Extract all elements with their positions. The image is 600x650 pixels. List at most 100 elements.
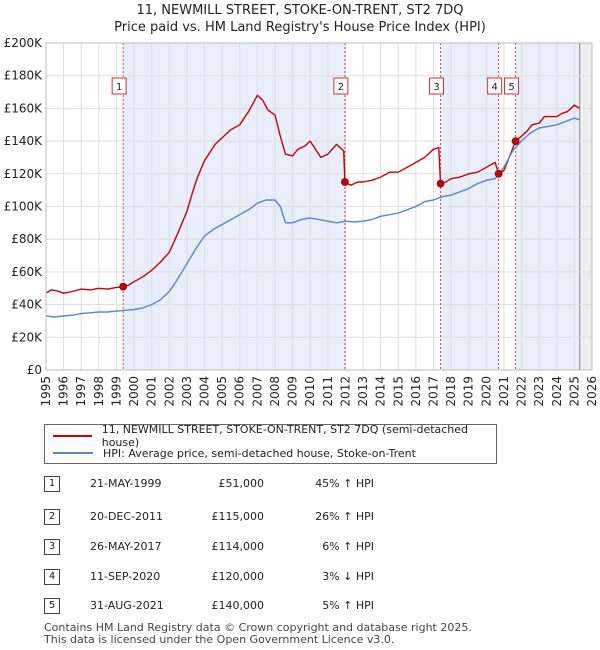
x-tick-label: 1999 (109, 376, 123, 407)
x-tick-label: 2019 (462, 376, 476, 407)
x-tick-label: 2025 (567, 376, 581, 407)
x-tick-label: 2003 (180, 376, 194, 407)
sale-label-frame (429, 77, 445, 95)
table-row: 4 11-SEP-2020 £120,000 3% ↓ HPI (44, 569, 584, 589)
x-tick-label: 2000 (127, 376, 141, 407)
legend-label-hpi: HPI: Average price, semi-detached house,… (103, 446, 416, 460)
property-price-line (45, 94, 581, 294)
sale-price: £115,000 (211, 510, 265, 523)
sale-price: £120,000 (211, 570, 265, 583)
sale-date: 20-DEC-2011 (90, 510, 164, 523)
sale-label-box-1: 1 (111, 77, 127, 95)
y-tick-label: £60K (11, 265, 43, 279)
legend-swatch-property (53, 435, 92, 437)
sale-markers-lines (122, 43, 517, 370)
sale-hpi-diff: 6% ↑ HPI (322, 540, 374, 553)
x-tick-label: 2014 (374, 376, 388, 407)
x-tick-label: 2026 (585, 376, 599, 407)
legend-label-property: 11, NEWMILL STREET, STOKE-ON-TRENT, ST2 … (101, 423, 469, 449)
y-tick-label: £120K (4, 167, 44, 181)
sale-number: 2 (44, 509, 60, 525)
table-row: 2 20-DEC-2011 £115,000 26% ↑ HPI (44, 509, 584, 529)
sale-label-text: 5 (508, 82, 514, 93)
x-tick-label: 2007 (250, 376, 264, 407)
sale-date: 31-AUG-2021 (90, 599, 164, 612)
x-tick-label: 2017 (426, 376, 440, 407)
x-tick-label: 2001 (145, 376, 159, 407)
x-tick-label: 1997 (74, 376, 88, 407)
sale-date: 21-MAY-1999 (90, 477, 162, 490)
sale-date: 11-SEP-2020 (90, 570, 161, 583)
series (45, 94, 581, 318)
x-tick-label: 2002 (162, 376, 176, 407)
legend: 11, NEWMILL STREET, STOKE-ON-TRENT, ST2 … (44, 423, 497, 464)
hpi-line (45, 117, 580, 318)
sale-label-frame (504, 77, 520, 95)
sale-point-1 (119, 282, 128, 291)
x-tick-label: 2023 (532, 376, 546, 407)
sale-point-3 (436, 179, 445, 188)
sale-date: 26-MAY-2017 (90, 540, 162, 553)
sale-label-box-4: 4 (487, 77, 503, 95)
sale-label-text: 1 (116, 82, 122, 93)
sale-number: 3 (44, 539, 60, 555)
chart-subtitle: Price paid vs. HM Land Registry's House … (114, 20, 486, 35)
sale-number: 5 (44, 598, 60, 614)
table-row: 3 26-MAY-2017 £114,000 6% ↑ HPI (44, 539, 584, 559)
sale-point-2 (340, 178, 349, 186)
sale-label-frame (333, 77, 349, 95)
y-tick-label: £200K (4, 36, 44, 50)
y-tick-label: £40K (11, 298, 43, 312)
x-tick-label: 2024 (550, 376, 564, 407)
x-tick-label: 2010 (303, 376, 317, 407)
x-tick-label: 2005 (215, 376, 229, 407)
axes: £0 £20K £40K £60K £80K £100K £120K £140K £160K £1… (4, 36, 599, 407)
sale-point-4 (494, 169, 503, 178)
sale-hpi-diff: 5% ↑ HPI (322, 599, 374, 612)
footer-license: This data is licensed under the Open Gov… (44, 633, 395, 646)
x-tick-label: 2012 (338, 376, 352, 407)
sale-label-text: 3 (433, 82, 439, 93)
y-tick-label: £140K (4, 134, 44, 148)
sale-label-text: 2 (338, 82, 344, 93)
x-tick-label: 1995 (39, 376, 53, 407)
x-tick-label: 2021 (497, 376, 511, 407)
sale-label-text: 4 (491, 82, 497, 93)
sale-number: 4 (44, 569, 60, 585)
sale-hpi-diff: 3% ↓ HPI (322, 570, 374, 583)
y-tick-label: £180K (4, 69, 44, 83)
x-tick-label: 2006 (233, 376, 247, 407)
x-tick-label: 2016 (409, 376, 423, 407)
sale-points (119, 137, 520, 291)
footer-copyright: Contains HM Land Registry data © Crown c… (44, 621, 472, 634)
y-tick-label: £0 (27, 363, 42, 377)
sale-hpi-diff: 45% ↑ HPI (315, 477, 374, 490)
legend-item-property: 11, NEWMILL STREET, STOKE-ON-TRENT, ST2 … (53, 423, 496, 449)
legend-swatch-hpi (53, 452, 93, 454)
y-tick-label: £20K (11, 330, 43, 344)
chart-title: 11, NEWMILL STREET, STOKE-ON-TRENT, ST2 … (136, 3, 464, 18)
x-tick-label: 2009 (286, 376, 300, 407)
table-row: 1 21-MAY-1999 £51,000 45% ↑ HPI (44, 476, 584, 496)
sale-number: 1 (44, 476, 60, 492)
sale-label-box-5: 5 (504, 77, 520, 95)
table-row: 5 31-AUG-2021 £140,000 5% ↑ HPI (44, 598, 584, 618)
sale-price: £140,000 (211, 599, 265, 612)
x-tick-label: 2018 (444, 376, 458, 407)
y-tick-label: £160K (4, 101, 44, 115)
x-tick-label: 1996 (57, 376, 71, 407)
x-tick-label: 2015 (391, 376, 405, 407)
x-tick-label: 2022 (515, 376, 529, 407)
sale-price: £114,000 (211, 540, 265, 553)
x-tick-label: 2011 (321, 376, 335, 407)
sale-label-frame (111, 77, 127, 95)
sale-price: £51,000 (218, 477, 265, 490)
x-tick-label: 1998 (92, 376, 106, 407)
x-tick-label: 2020 (479, 376, 493, 407)
sale-label-box-2: 2 (333, 77, 349, 95)
x-tick-label: 2013 (356, 376, 370, 407)
sale-hpi-diff: 26% ↑ HPI (315, 510, 374, 523)
x-tick-label: 2008 (268, 376, 282, 407)
